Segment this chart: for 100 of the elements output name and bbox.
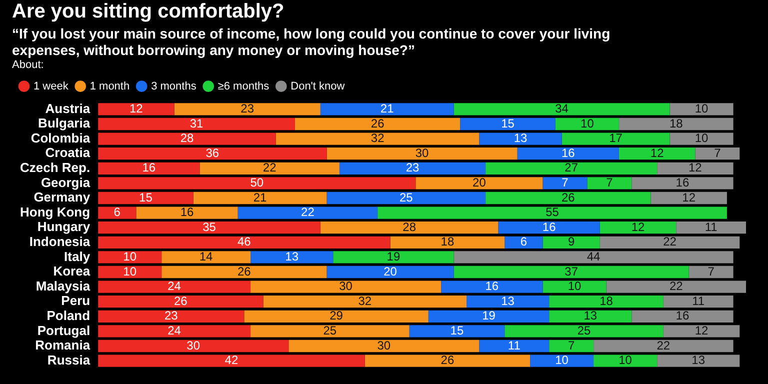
data-label: 30 — [339, 279, 353, 294]
data-label: 23 — [240, 102, 254, 116]
data-label: 13 — [501, 294, 515, 308]
data-label: 19 — [386, 250, 400, 264]
data-label: 10 — [123, 264, 137, 278]
bar — [339, 162, 486, 174]
bar — [416, 177, 543, 190]
data-label: 31 — [190, 116, 204, 130]
data-label: 25 — [399, 190, 414, 204]
data-label: 25 — [577, 324, 592, 338]
chart-subtitle: “If you lost your main source of income, how long could you continue to cover your living expenses, without borrowing any money or moving house?” — [12, 25, 610, 58]
bar — [98, 310, 244, 322]
bar — [98, 118, 295, 130]
data-label: 26 — [440, 353, 454, 368]
data-label: 22 — [262, 160, 277, 175]
data-label: 12 — [130, 102, 144, 116]
data-label: 7 — [714, 146, 722, 160]
bar — [98, 354, 365, 367]
bar — [326, 192, 486, 204]
data-label: 30 — [377, 338, 391, 352]
data-label: 23 — [164, 308, 178, 323]
bar — [600, 222, 676, 234]
data-label: 14 — [199, 250, 214, 264]
data-label: 15 — [450, 324, 464, 338]
bar — [98, 296, 264, 308]
bar — [98, 162, 200, 174]
data-label: 46 — [237, 234, 252, 249]
data-label: 24 — [168, 279, 182, 294]
data-label: 18 — [440, 234, 454, 249]
y-tick-label: Russia — [47, 352, 91, 368]
bar — [486, 162, 658, 174]
y-tick-label: Indonesia — [29, 234, 91, 249]
chart-title: Are you sitting comfortably? — [12, 0, 284, 23]
bar — [594, 354, 658, 367]
data-label: 16 — [676, 308, 690, 323]
data-label: 32 — [370, 131, 385, 146]
data-label: 12 — [694, 324, 709, 338]
bar — [98, 325, 251, 338]
data-label: 22 — [669, 279, 684, 294]
bar — [542, 280, 606, 293]
bar — [98, 266, 162, 278]
bar — [320, 222, 498, 234]
bar — [98, 132, 276, 145]
data-label: 26 — [237, 264, 252, 278]
data-label: 12 — [631, 220, 646, 234]
data-label: 22 — [656, 338, 670, 352]
bar — [549, 296, 664, 308]
bar — [454, 251, 734, 264]
data-label: 10 — [123, 250, 137, 264]
y-tick-label: Portugal — [37, 322, 90, 338]
data-label: 10 — [618, 353, 632, 368]
bar — [98, 177, 416, 190]
bar — [504, 325, 664, 338]
data-label: 24 — [168, 324, 182, 338]
y-tick-label: Croatia — [45, 145, 91, 160]
bar — [250, 325, 410, 338]
bar — [670, 132, 734, 145]
bar — [98, 222, 320, 234]
bar — [98, 103, 174, 116]
data-label: 13 — [514, 131, 528, 146]
bar — [695, 148, 740, 160]
data-label: 9 — [568, 234, 575, 249]
data-label: 42 — [224, 353, 238, 368]
data-label: 16 — [542, 220, 556, 234]
bar — [288, 340, 480, 352]
data-label: 10 — [568, 279, 582, 294]
bar — [600, 236, 740, 248]
bar — [632, 177, 734, 190]
y-tick-label: Colombia — [30, 130, 91, 146]
data-label: 28 — [180, 131, 194, 146]
y-tick-label: Peru — [61, 293, 90, 308]
data-label: 15 — [501, 116, 515, 130]
data-label: 10 — [580, 116, 594, 130]
bar — [136, 206, 238, 219]
data-label: 44 — [586, 250, 601, 264]
bar — [542, 177, 588, 190]
bar — [454, 266, 689, 278]
bar — [441, 280, 543, 293]
legend-label: Don't know — [290, 80, 345, 92]
bar — [364, 354, 530, 367]
bar — [238, 206, 378, 219]
bar — [250, 280, 442, 293]
y-tick-label: Bulgaria — [38, 116, 91, 131]
data-label: 28 — [402, 220, 416, 234]
data-label: 21 — [253, 190, 268, 204]
data-label: 7 — [606, 176, 614, 190]
bar — [466, 296, 550, 308]
bar — [98, 251, 162, 264]
data-label: 13 — [584, 308, 598, 323]
bar — [498, 222, 600, 234]
bar — [688, 266, 734, 278]
data-label: 13 — [285, 250, 299, 264]
data-label: 6 — [114, 205, 121, 220]
bar — [606, 280, 746, 293]
y-tick-label: Hungary — [37, 219, 91, 234]
data-label: 12 — [688, 160, 702, 175]
y-tick-label: Germany — [34, 190, 91, 205]
data-label: 34 — [555, 102, 569, 116]
data-label: 25 — [323, 324, 337, 338]
bar — [98, 206, 136, 219]
